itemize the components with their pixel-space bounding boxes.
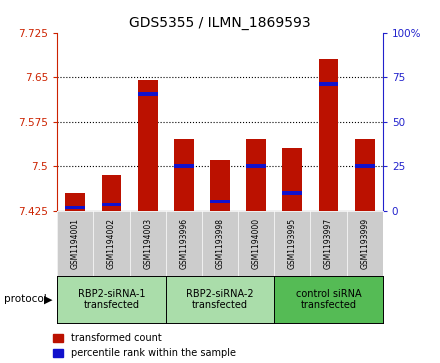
Text: GSM1194001: GSM1194001 <box>71 218 80 269</box>
Text: GSM1193999: GSM1193999 <box>360 218 369 269</box>
Bar <box>355 139 375 211</box>
Text: RBP2-siRNA-1
transfected: RBP2-siRNA-1 transfected <box>78 289 145 310</box>
Bar <box>174 164 194 168</box>
Text: GSM1193997: GSM1193997 <box>324 218 333 269</box>
Bar <box>138 80 158 211</box>
Text: GSM1193996: GSM1193996 <box>180 218 188 269</box>
Title: GDS5355 / ILMN_1869593: GDS5355 / ILMN_1869593 <box>129 16 311 30</box>
Text: GSM1194000: GSM1194000 <box>252 218 260 269</box>
Bar <box>282 191 302 195</box>
Bar <box>282 148 302 211</box>
Bar <box>174 139 194 211</box>
Text: protocol: protocol <box>4 294 47 305</box>
Legend: transformed count, percentile rank within the sample: transformed count, percentile rank withi… <box>53 333 236 358</box>
Text: RBP2-siRNA-2
transfected: RBP2-siRNA-2 transfected <box>186 289 254 310</box>
Bar <box>102 203 121 207</box>
Bar <box>210 200 230 203</box>
Bar <box>210 160 230 211</box>
Bar <box>102 175 121 211</box>
Bar <box>66 193 85 211</box>
Text: ▶: ▶ <box>44 294 53 305</box>
Bar <box>138 92 158 95</box>
Bar <box>246 139 266 211</box>
Bar <box>319 59 338 211</box>
Bar <box>66 206 85 209</box>
Text: GSM1194003: GSM1194003 <box>143 218 152 269</box>
Text: GSM1193995: GSM1193995 <box>288 218 297 269</box>
Text: GSM1194002: GSM1194002 <box>107 218 116 269</box>
Bar <box>319 82 338 86</box>
Text: control siRNA
transfected: control siRNA transfected <box>296 289 361 310</box>
Bar <box>355 164 375 168</box>
Bar <box>246 164 266 168</box>
Text: GSM1193998: GSM1193998 <box>216 218 224 269</box>
